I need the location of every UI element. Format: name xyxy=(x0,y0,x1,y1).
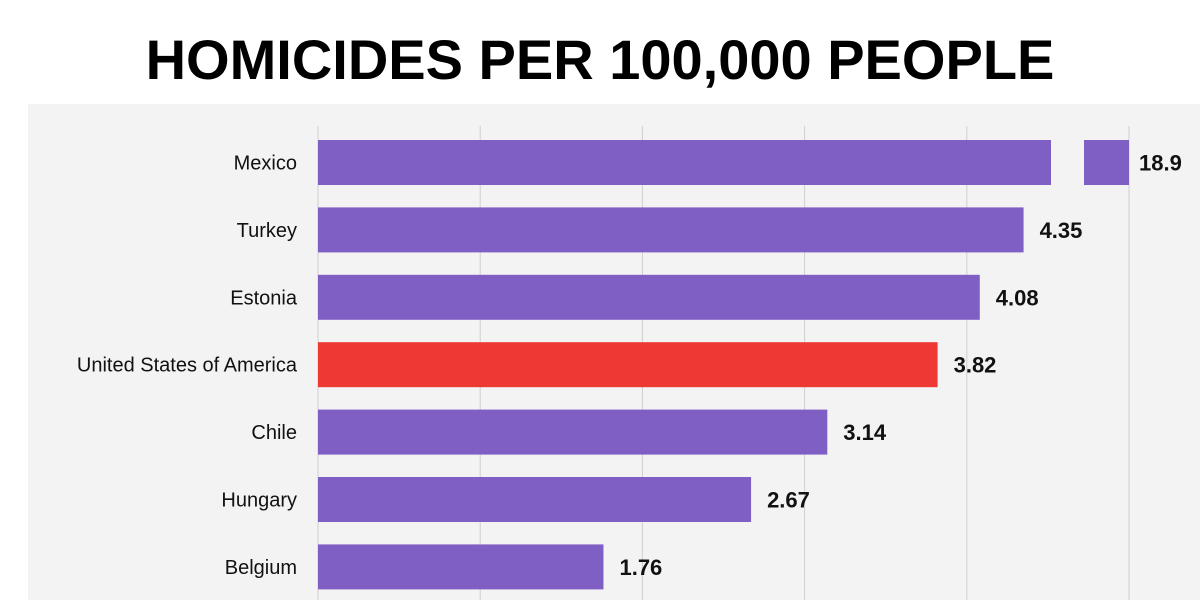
value-label-estonia: 4.08 xyxy=(996,285,1039,310)
bar-break-mexico xyxy=(1084,140,1129,185)
chart-title: HOMICIDES PER 100,000 PEOPLE xyxy=(145,28,1055,91)
category-label-belgium: Belgium xyxy=(225,557,297,579)
category-label-united-states-of-america: United States of America xyxy=(77,355,298,377)
bar-united-states-of-america xyxy=(318,342,938,388)
value-label-chile: 3.14 xyxy=(843,420,887,445)
category-label-estonia: Estonia xyxy=(230,287,298,309)
category-label-hungary: Hungary xyxy=(221,490,297,512)
bar-estonia xyxy=(318,274,980,320)
category-label-turkey: Turkey xyxy=(237,220,297,242)
bar-belgium xyxy=(318,544,604,590)
bar-hungary xyxy=(318,477,752,522)
value-label-mexico: 18.9 xyxy=(1139,151,1182,176)
value-label-turkey: 4.35 xyxy=(1040,218,1083,243)
value-label-hungary: 2.67 xyxy=(767,488,810,513)
category-label-chile: Chile xyxy=(251,422,297,444)
bar-chile xyxy=(318,409,828,455)
bar-turkey xyxy=(318,207,1024,253)
category-label-mexico: Mexico xyxy=(234,153,297,175)
value-label-united-states-of-america: 3.82 xyxy=(954,353,997,378)
value-label-belgium: 1.76 xyxy=(619,555,662,580)
bar-mexico xyxy=(318,140,1051,185)
